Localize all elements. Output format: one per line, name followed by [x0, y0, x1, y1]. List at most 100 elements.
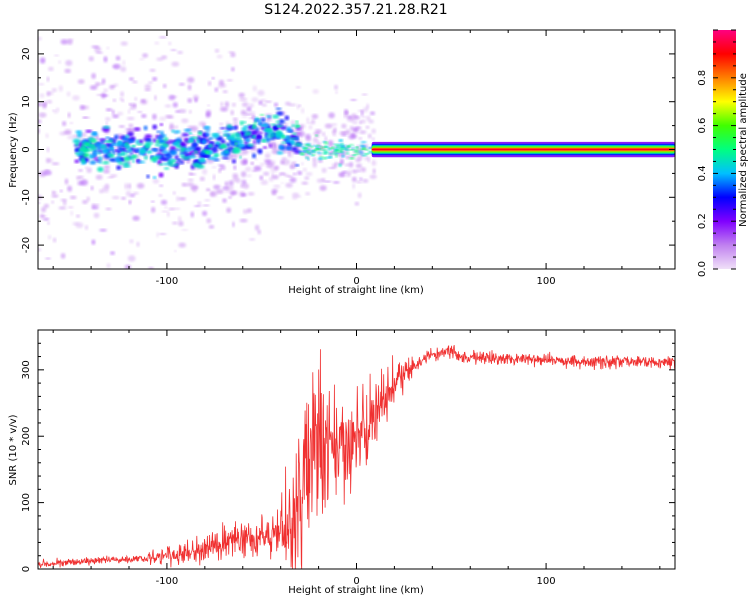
spectrogram-cell: [160, 130, 164, 136]
spectrogram-cell: [187, 98, 192, 103]
spectrogram-cell: [336, 145, 340, 148]
spectrogram-cell: [247, 124, 251, 126]
spectrogram-cell: [280, 182, 284, 185]
spectrogram-cell: [362, 155, 367, 157]
spectrogram-cell: [180, 147, 185, 152]
spectrogram-cell: [187, 178, 194, 182]
spectrogram-cell: [202, 210, 208, 216]
spectrogram-cell: [165, 114, 174, 119]
x-tick-label: -100: [156, 276, 179, 287]
spectrogram-cell: [285, 146, 292, 151]
spectrogram-cell: [134, 97, 137, 101]
spectrogram-cell: [43, 203, 50, 209]
spectrogram-cell: [168, 140, 174, 144]
spectrogram-cell: [223, 134, 228, 137]
spectrogram-cell: [220, 139, 226, 144]
spectrogram-cell: [184, 128, 192, 132]
spectrogram-cell: [354, 153, 361, 155]
snr-x-label: Height of straight line (km): [288, 585, 424, 596]
spectrogram-cell: [259, 162, 265, 167]
spectrogram-cell: [295, 164, 300, 167]
spectrogram-cell: [224, 190, 230, 193]
spectrogram-cell: [206, 189, 211, 191]
spectrogram-cell: [60, 39, 68, 45]
spectrogram-cell: [306, 117, 310, 123]
spectrogram-cell: [246, 174, 252, 178]
spectrogram-cell: [183, 148, 187, 150]
spectrogram-cell: [208, 138, 211, 140]
spectrogram-cell: [222, 198, 227, 203]
spectrogram-cell: [60, 198, 67, 202]
spectrogram-cell: [239, 155, 242, 158]
spectrogram-cell: [125, 135, 130, 138]
spectrogram-cell: [129, 194, 136, 197]
spectrogram-cell: [328, 112, 335, 119]
spectrogram-cell: [47, 221, 50, 225]
y-tick-label: -20: [21, 237, 32, 253]
spectrogram-cell: [320, 146, 326, 149]
spectrogram-cell: [276, 125, 283, 128]
spectrogram-cell: [259, 175, 264, 180]
y-tick-label: 200: [21, 427, 32, 446]
spectrogram-cell: [351, 120, 358, 125]
spectrogram-cell: [125, 190, 132, 197]
spectrogram-cell: [141, 114, 147, 118]
spectrogram-cell: [360, 141, 367, 144]
spectrogram-cell: [357, 192, 362, 199]
spectrogram-cell: [45, 257, 51, 260]
spectrogram-cell: [243, 209, 248, 214]
spectrogram-cell: [289, 177, 297, 183]
spectrogram-cell: [231, 102, 236, 107]
spectrogram-cell: [308, 125, 313, 130]
spectrogram-y-label: Frequency (Hz): [8, 112, 19, 188]
spectrogram-cell: [298, 104, 302, 107]
spectrogram-cell: [273, 102, 279, 107]
spectrogram-cell: [205, 112, 211, 118]
carrier-line-band: [371, 148, 675, 151]
spectrogram-cell: [91, 131, 98, 137]
spectrogram-cell: [187, 84, 192, 91]
spectrogram-cell: [191, 125, 198, 132]
spectrogram-cell: [253, 140, 257, 144]
spectrogram-cell: [182, 156, 190, 160]
spectrogram-cell: [80, 144, 87, 150]
spectrogram-cell: [194, 150, 198, 154]
spectrogram-cell: [239, 97, 248, 102]
spectrogram-cell: [271, 189, 278, 195]
spectrogram-cell: [249, 238, 256, 241]
spectrogram-cell: [40, 57, 46, 64]
spectrogram-cell: [91, 239, 96, 245]
spectrogram-cell: [226, 124, 232, 128]
spectrogram-cell: [127, 183, 132, 190]
spectrogram-cell: [82, 148, 89, 153]
spectrogram-cell: [173, 130, 181, 134]
spectrogram-cell: [324, 136, 328, 142]
spectrogram-cell: [171, 61, 180, 67]
spectrogram-cell: [161, 157, 169, 161]
spectrogram-cell: [137, 160, 146, 164]
spectrogram-cell: [328, 167, 335, 169]
spectrogram-cell: [169, 145, 177, 151]
spectrogram-cell: [197, 201, 202, 206]
spectrogram-cell: [298, 150, 302, 153]
spectrogram-cell: [266, 162, 274, 168]
spectrogram-cell: [252, 123, 257, 129]
spectrogram-cell: [247, 192, 255, 196]
spectrogram-cell: [317, 150, 320, 153]
spectrogram-cell: [208, 143, 213, 148]
spectrogram-cell: [142, 53, 149, 58]
spectrogram-cell: [46, 147, 50, 153]
spectrogram-cell: [349, 157, 355, 160]
spectrogram-cell: [225, 142, 231, 147]
spectrogram-cell: [86, 196, 90, 202]
spectrogram-cell: [46, 76, 50, 82]
spectrogram-cell: [112, 63, 121, 70]
spectrogram-cell: [256, 139, 261, 142]
spectrogram-cell: [168, 207, 175, 211]
spectrogram-cell: [206, 218, 212, 224]
spectrogram-cell: [230, 110, 234, 116]
spectrogram-cell: [318, 153, 322, 157]
spectrogram-cell: [219, 165, 226, 170]
spectrogram-cell: [76, 214, 80, 218]
spectrogram-cell: [201, 139, 207, 145]
